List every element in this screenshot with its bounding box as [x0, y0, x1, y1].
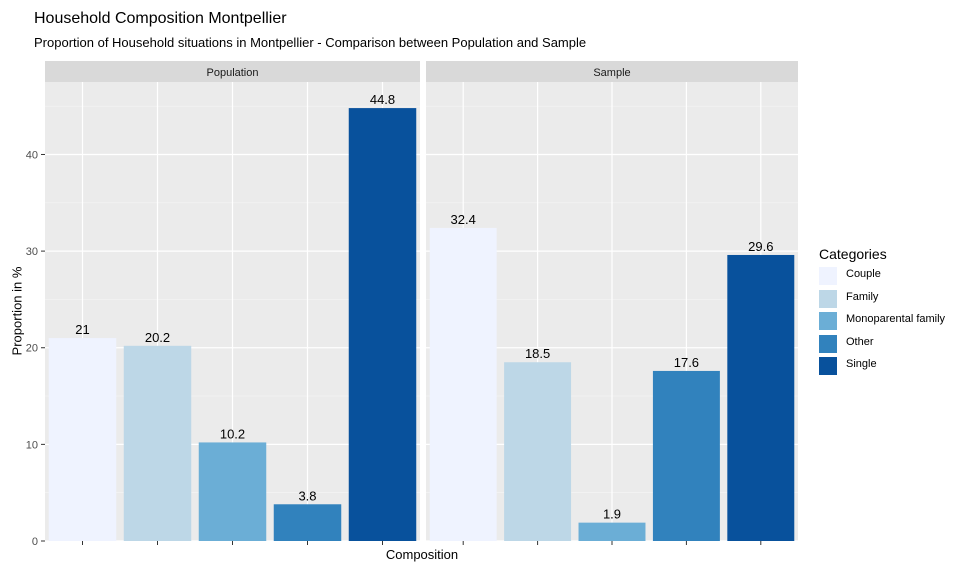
facet-label: Population — [207, 67, 259, 79]
data-label: 21 — [75, 322, 89, 337]
data-label: 17.6 — [674, 355, 699, 370]
facet-strip — [426, 61, 798, 82]
y-tick-label: 30 — [26, 246, 38, 258]
legend-label: Monoparental family — [846, 313, 946, 325]
data-label: 20.2 — [145, 330, 170, 345]
legend-swatch — [819, 357, 837, 375]
legend-label: Couple — [846, 268, 881, 280]
data-label: 10.2 — [220, 426, 245, 441]
bar — [578, 522, 646, 541]
legend-swatch — [819, 289, 837, 308]
legend-label: Single — [846, 358, 877, 370]
bar — [348, 108, 417, 542]
bar — [123, 345, 192, 541]
bar — [48, 338, 117, 541]
data-label: 29.6 — [748, 239, 773, 254]
y-axis-label: Proportion in % — [9, 266, 25, 356]
bar — [652, 370, 720, 541]
data-label: 44.8 — [370, 92, 395, 107]
bar — [429, 227, 497, 541]
chart-subtitle: Proportion of Household situations in Mo… — [34, 35, 587, 50]
bar — [504, 362, 572, 541]
x-axis-label: Composition — [385, 547, 459, 562]
legend-title: Categories — [819, 246, 887, 262]
data-label: 1.9 — [603, 507, 621, 522]
bar — [273, 504, 342, 541]
legend-swatch — [819, 267, 837, 285]
bar — [727, 254, 795, 541]
legend-label: Other — [846, 335, 874, 348]
facet-strip — [45, 61, 420, 82]
facet-label: Sample — [593, 67, 630, 79]
y-tick-label: 20 — [26, 343, 38, 355]
data-label: 3.8 — [298, 488, 316, 503]
y-tick-label: 40 — [26, 149, 38, 161]
legend-swatch — [819, 334, 837, 353]
data-label: 32.4 — [451, 212, 476, 227]
y-tick-label: 10 — [26, 439, 38, 451]
legend-label: Family — [846, 290, 879, 303]
data-label: 18.5 — [525, 346, 550, 361]
bar — [198, 442, 267, 541]
chart-title: Household Composition Montpellier — [34, 10, 287, 27]
legend-swatch — [819, 312, 837, 330]
y-tick-label: 0 — [32, 536, 38, 548]
